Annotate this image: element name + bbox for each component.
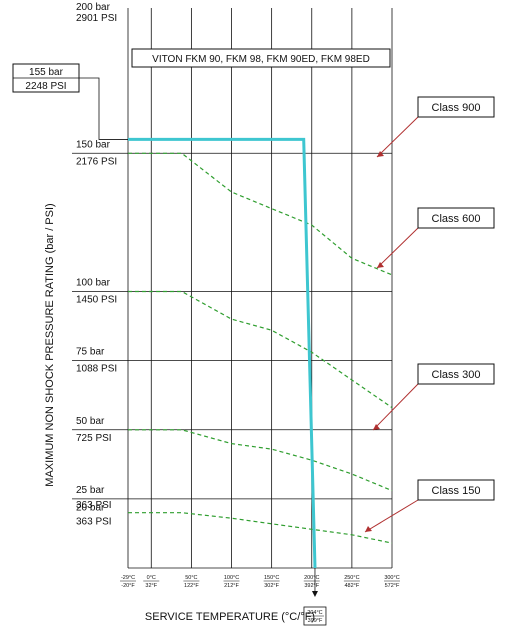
- y-tick-bar-4: 50 bar: [76, 416, 105, 427]
- x-axis-label: SERVICE TEMPERATURE (°C/°F): [145, 611, 315, 623]
- x-tick-f-3: 212°F: [224, 583, 239, 589]
- chart-title-box: VITON FKM 90, FKM 98, FKM 90ED, FKM 98ED: [131, 48, 391, 68]
- y-tick-psi-3: 1088 PSI: [76, 364, 117, 375]
- grid: [72, 8, 393, 569]
- max-pressure-psi: 2248 PSI: [25, 81, 66, 92]
- y-tick-bar-3: 75 bar: [76, 347, 105, 358]
- y-tick-psi-1: 2176 PSI: [76, 156, 117, 167]
- x-tick-f-7: 572°F: [385, 583, 400, 589]
- series-label-box-3: [417, 479, 495, 501]
- series-label-2: Class 300: [432, 369, 481, 381]
- y-axis-label: MAXIMUM NON SHOCK PRESSURE RATING (bar /…: [44, 203, 56, 486]
- x-tick-c-0: -29°C: [121, 575, 135, 581]
- series-pointer-3: [364, 499, 419, 533]
- limit-callouts: 155 bar 2248 PSI 204°C 399°F: [12, 63, 327, 626]
- max-temperature-arrow: [311, 591, 318, 597]
- max-pressure-leader: [79, 77, 128, 140]
- max-temperature-c: 204°C: [307, 610, 322, 616]
- x-tick-c-3: 100°C: [224, 575, 239, 581]
- series-label-box-0: [417, 96, 495, 118]
- series-label-box-2: [417, 363, 495, 385]
- series-pointer-0: [376, 116, 419, 158]
- x-tick-c-4: 150°C: [264, 575, 279, 581]
- x-tick-f-5: 392°F: [304, 583, 319, 589]
- x-tick-f-2: 122°F: [184, 583, 199, 589]
- max-pressure-bar: 155 bar: [29, 67, 64, 78]
- series-line-1: [128, 290, 393, 409]
- y-tick-bar-6: 20 bar: [76, 503, 105, 514]
- series-label-3: Class 150: [432, 485, 481, 497]
- x-tick-f-6: 482°F: [345, 583, 360, 589]
- series-pointer-1: [376, 227, 419, 269]
- y-tick-psi-6: 363 PSI: [76, 517, 112, 528]
- x-axis-tick-labels: -29°C -20°F 0°C 32°F 50°C 122°F 100°C 212°F 150°…: [120, 575, 400, 589]
- series-pointer-head-3: [365, 526, 372, 532]
- x-tick-f-4: 302°F: [264, 583, 279, 589]
- y-tick-psi-5: 363 PSI: [76, 500, 112, 511]
- x-tick-f-0: -20°F: [121, 583, 135, 589]
- series-pointer-head-0: [377, 151, 384, 157]
- x-tick-c-2: 50°C: [185, 575, 197, 581]
- series-pointer-2: [372, 383, 419, 431]
- material-limit-line: [128, 137, 317, 569]
- max-temperature-f: 399°F: [308, 618, 323, 624]
- y-tick-bar-0: 200 bar: [76, 2, 111, 13]
- y-tick-psi-2: 1450 PSI: [76, 295, 117, 306]
- y-tick-bar-1: 150 bar: [76, 139, 111, 150]
- material-limit: [128, 137, 317, 569]
- chart-title: VITON FKM 90, FKM 98, FKM 90ED, FKM 98ED: [152, 54, 370, 65]
- series-label-1: Class 600: [432, 213, 481, 225]
- series-pointer-head-1: [377, 262, 384, 268]
- series-label-box-1: [417, 207, 495, 229]
- series-line-2: [128, 429, 393, 492]
- y-tick-psi-4: 725 PSI: [76, 433, 112, 444]
- series-line-0: [128, 152, 393, 276]
- x-tick-f-1: 32°F: [145, 583, 157, 589]
- series-label-0: Class 900: [432, 102, 481, 114]
- series-annotations: Class 900 Class 600 Class 300 Class 150: [364, 96, 495, 533]
- x-tick-c-7: 300°C: [384, 575, 399, 581]
- x-tick-c-5: 200°C: [304, 575, 319, 581]
- x-tick-c-1: 0°C: [147, 575, 156, 581]
- y-tick-bar-2: 100 bar: [76, 278, 111, 289]
- class-series: [128, 152, 393, 544]
- x-tick-c-6: 250°C: [344, 575, 359, 581]
- y-tick-bar-5: 25 bar: [76, 485, 105, 496]
- y-tick-psi-0: 2901 PSI: [76, 13, 117, 24]
- series-line-3: [128, 512, 393, 544]
- series-pointer-head-2: [373, 424, 380, 430]
